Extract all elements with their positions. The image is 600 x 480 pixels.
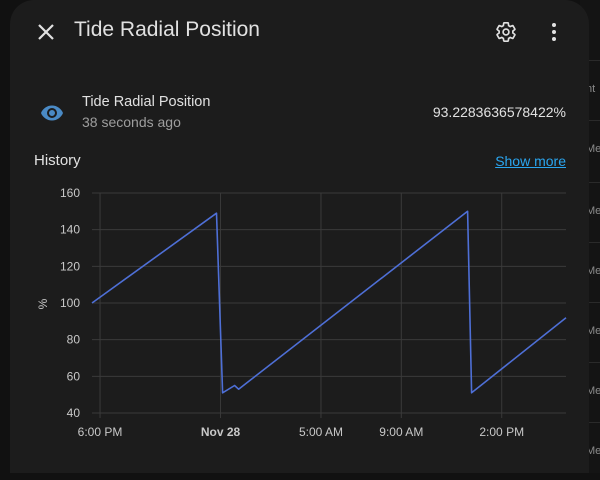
x-tick-label: Nov 28 <box>201 425 241 439</box>
y-tick-label: 140 <box>60 223 80 237</box>
x-tick-label: 9:00 AM <box>379 425 423 439</box>
y-tick-label: 60 <box>67 369 81 383</box>
series-line <box>92 211 566 392</box>
x-tick-label: 5:00 AM <box>299 425 343 439</box>
y-tick-label: 80 <box>67 333 81 347</box>
x-tick-label: 2:00 PM <box>479 425 524 439</box>
y-tick-label: 160 <box>60 186 80 200</box>
x-tick-label: 6:00 PM <box>78 425 123 439</box>
y-tick-label: 100 <box>60 296 80 310</box>
y-tick-label: 120 <box>60 259 80 273</box>
y-tick-label: 40 <box>67 406 81 420</box>
y-axis-label: % <box>36 298 50 309</box>
